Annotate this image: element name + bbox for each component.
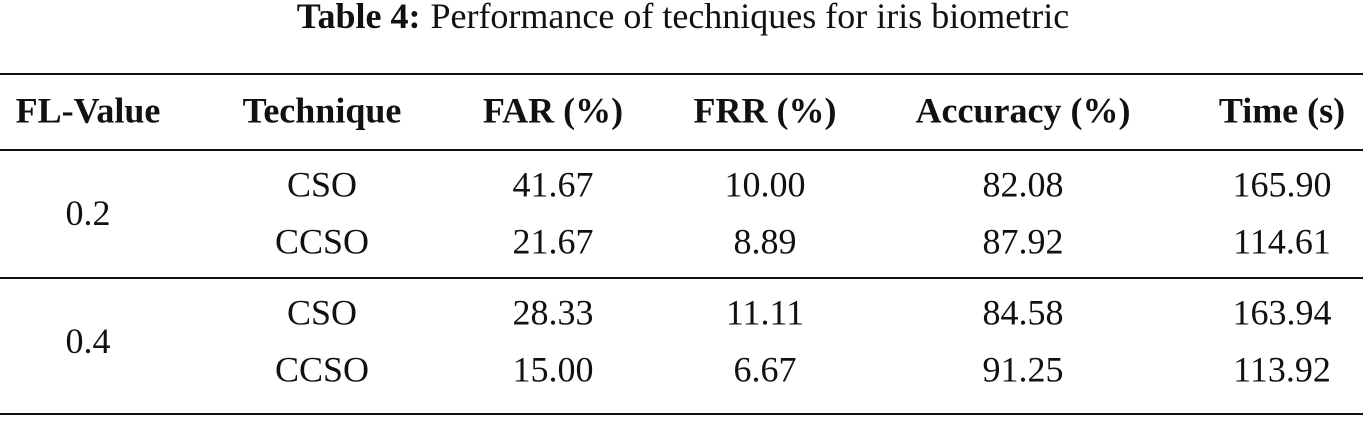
value-cell: 113.92	[1233, 349, 1331, 389]
value-cell: 15.00	[513, 349, 594, 389]
column-header: FL-Value	[16, 90, 161, 130]
value-cell: 21.67	[513, 221, 594, 261]
fl-value-cell: 0.4	[66, 321, 111, 361]
technique-cell: CSO	[287, 292, 357, 332]
value-cell: 11.11	[726, 292, 804, 332]
technique-cell: CSO	[287, 164, 357, 204]
value-cell: 8.89	[734, 221, 797, 261]
caption-label: Table 4:	[297, 0, 421, 36]
value-cell: 114.61	[1233, 221, 1331, 261]
value-cell: 84.58	[983, 292, 1064, 332]
column-header: Technique	[243, 90, 402, 130]
column-header: FRR (%)	[694, 90, 837, 130]
column-header: Time (s)	[1219, 90, 1345, 130]
caption-text: Performance of techniques for iris biome…	[430, 0, 1069, 36]
value-cell: 10.00	[725, 164, 806, 204]
value-cell: 41.67	[513, 164, 594, 204]
fl-value-cell: 0.2	[66, 193, 111, 233]
value-cell: 82.08	[983, 164, 1064, 204]
technique-cell: CCSO	[275, 221, 369, 261]
value-cell: 28.33	[513, 292, 594, 332]
value-cell: 91.25	[983, 349, 1064, 389]
value-cell: 163.94	[1233, 292, 1332, 332]
value-cell: 165.90	[1233, 164, 1332, 204]
column-header: FAR (%)	[483, 90, 623, 130]
technique-cell: CCSO	[275, 349, 369, 389]
caption: Table 4: Performance of techniques for ir…	[297, 0, 1069, 36]
value-cell: 87.92	[983, 221, 1064, 261]
column-header: Accuracy (%)	[916, 90, 1131, 130]
value-cell: 6.67	[734, 349, 797, 389]
